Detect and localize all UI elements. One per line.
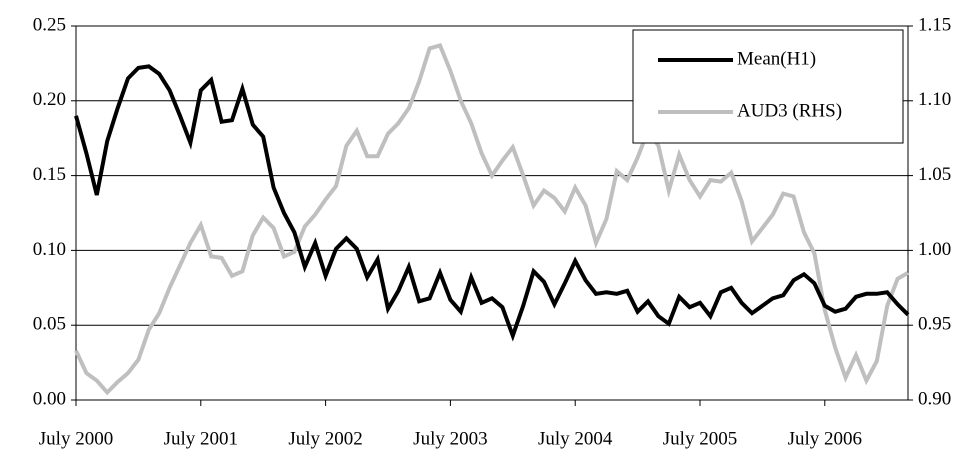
- x-tick-label: July 2004: [538, 428, 613, 449]
- x-tick-label: July 2001: [164, 428, 238, 449]
- y-tick-label: 0.10: [33, 239, 66, 260]
- y2-tick-label: 1.15: [918, 14, 951, 35]
- y-tick-label: 0.15: [33, 164, 66, 185]
- legend-label: AUD3 (RHS): [737, 100, 842, 121]
- y2-tick-label: 0.95: [918, 314, 951, 335]
- y-tick-label: 0.20: [33, 89, 66, 110]
- y2-tick-label: 0.90: [918, 388, 951, 409]
- x-tick-label: July 2003: [413, 428, 487, 449]
- x-tick-label: July 2005: [663, 428, 737, 449]
- series-line: [74, 64, 910, 342]
- y-tick-label: 0.25: [33, 14, 66, 35]
- y2-tick-label: 1.10: [918, 89, 951, 110]
- y2-tick-label: 1.00: [918, 239, 951, 260]
- y-tick-label: 0.05: [33, 314, 66, 335]
- series-line: [74, 42, 909, 396]
- x-tick-label: July 2002: [288, 428, 362, 449]
- y-tick-label: 0.00: [33, 388, 66, 409]
- legend-box: [632, 29, 904, 144]
- legend-label: Mean(H1): [737, 48, 816, 69]
- y2-tick-label: 1.05: [918, 164, 951, 185]
- x-tick-label: July 2006: [788, 428, 862, 449]
- x-tick-label: July 2000: [39, 428, 113, 449]
